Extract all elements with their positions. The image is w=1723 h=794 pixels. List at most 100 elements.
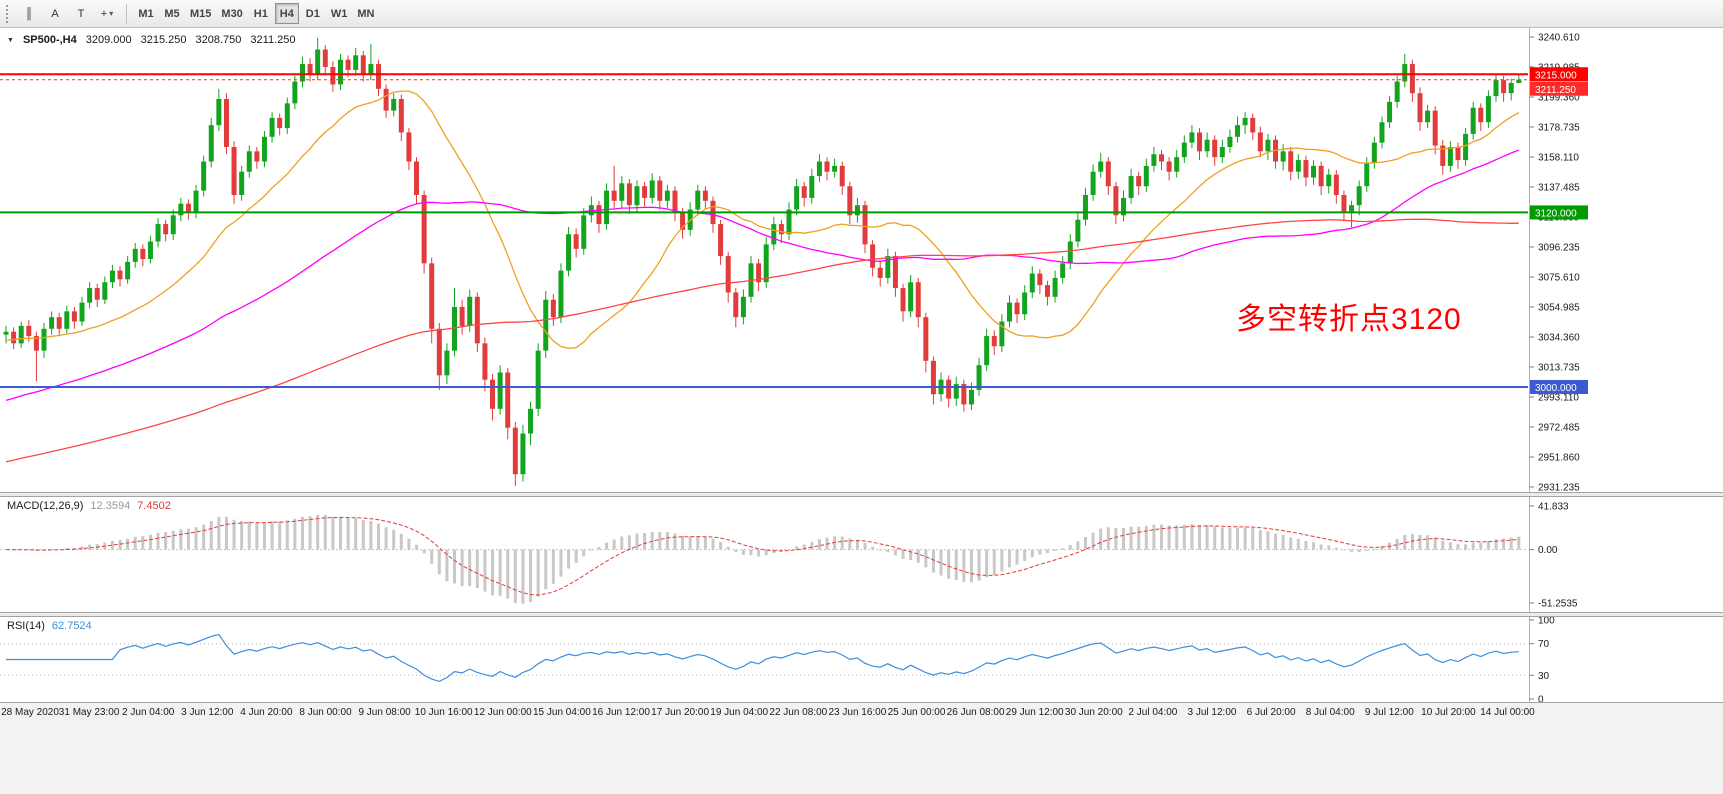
- macd-histogram: [12, 514, 1521, 604]
- time-label: 17 Jun 20:00: [651, 707, 710, 718]
- tool-button-group: ║ A T + ▾: [16, 3, 120, 24]
- timeframe-button-d1[interactable]: D1: [305, 7, 320, 20]
- timeframe-group: M1 M5 M15 M30 H1 H4 D1 W1 MN: [133, 3, 379, 24]
- candles-series: [3, 37, 1522, 486]
- time-label: 9 Jul 12:00: [1364, 707, 1414, 718]
- svg-text:3120.000: 3120.000: [1535, 208, 1577, 219]
- cursor-tool-button[interactable]: A: [51, 7, 59, 20]
- chart-info-line: ▼ SP500-,H4 3209.000 3215.250 3208.750 3…: [7, 34, 296, 46]
- svg-text:3178.735: 3178.735: [1538, 123, 1580, 134]
- ohlc-close: 3211.250: [250, 34, 296, 46]
- time-label: 4 Jun 20:00: [240, 707, 293, 718]
- ma-line-150: [5, 218, 1519, 463]
- macd-axis-labels: 41.833 0.00 -51.2535: [1529, 502, 1578, 610]
- panel-divider[interactable]: [0, 492, 1723, 497]
- time-label: 16 Jun 12:00: [592, 707, 650, 718]
- rsi-panel[interactable]: 100 70 30 0 RSI(14) 62.7524: [0, 617, 1723, 702]
- chart-symbol-label: SP500-,H4: [22, 34, 77, 46]
- rsi-value: 62.7524: [51, 620, 92, 632]
- svg-text:3199.360: 3199.360: [1538, 93, 1580, 104]
- time-label: 15 Jun 04:00: [532, 707, 591, 718]
- svg-text:70: 70: [1538, 639, 1550, 650]
- bid-price-badge: [1530, 81, 1588, 96]
- main-chart-panel[interactable]: 3240.6103219.9853199.3603178.7353158.110…: [0, 28, 1723, 492]
- timeframe-button-w1[interactable]: W1: [330, 7, 348, 20]
- time-label: 14 Jul 00:00: [1480, 707, 1535, 718]
- svg-text:2931.235: 2931.235: [1538, 483, 1580, 493]
- macd-signal-value: 7.4502: [137, 500, 171, 512]
- svg-text:3075.610: 3075.610: [1538, 273, 1580, 284]
- timeframe-button-m30[interactable]: M30: [221, 7, 243, 20]
- time-label: 8 Jun 00:00: [299, 707, 352, 718]
- time-label: 29 Jun 12:00: [1005, 707, 1064, 718]
- rsi-title: RSI(14): [7, 620, 45, 632]
- time-label: 2 Jul 04:00: [1128, 707, 1178, 718]
- time-label: 6 Jul 20:00: [1246, 707, 1296, 718]
- macd-panel[interactable]: 41.833 0.00 -51.2535 MACD(12,26,9) 12.3594 7…: [0, 497, 1723, 612]
- main-chart-svg[interactable]: 3240.6103219.9853199.3603178.7353158.110…: [0, 28, 1723, 492]
- time-label: 10 Jun 16:00: [414, 707, 473, 718]
- toolbar-grip[interactable]: [6, 4, 10, 23]
- rsi-label: RSI(14) 62.7524: [7, 620, 92, 632]
- svg-text:3000.000: 3000.000: [1535, 383, 1577, 394]
- timeframe-button-m1[interactable]: M1: [138, 7, 154, 20]
- svg-text:3034.360: 3034.360: [1538, 333, 1580, 344]
- crosshair-tool-button[interactable]: + ▾: [100, 7, 114, 20]
- timeframe-button-mn[interactable]: MN: [357, 7, 375, 20]
- timeframe-button-m15[interactable]: M15: [190, 7, 212, 20]
- svg-text:2993.110: 2993.110: [1538, 393, 1579, 404]
- macd-title: MACD(12,26,9): [7, 500, 84, 512]
- chart-bars-icon[interactable]: ║: [25, 7, 33, 20]
- time-label: 31 May 23:00: [58, 707, 120, 718]
- macd-svg[interactable]: 41.833 0.00 -51.2535: [0, 497, 1723, 612]
- chart-annotation[interactable]: 多空转折点3120: [1236, 303, 1462, 336]
- svg-text:100: 100: [1538, 617, 1555, 627]
- svg-text:-51.2535: -51.2535: [1538, 599, 1578, 610]
- chevron-down-icon: ▾: [109, 9, 114, 18]
- ohlc-high: 3215.250: [140, 34, 187, 46]
- timeframe-button-h4[interactable]: H4: [274, 3, 299, 24]
- svg-text:2972.485: 2972.485: [1538, 423, 1580, 434]
- toolbar-separator: [126, 3, 127, 24]
- svg-text:30: 30: [1538, 671, 1550, 682]
- time-label: 28 May 2020: [1, 707, 59, 718]
- time-label: 10 Jul 20:00: [1421, 707, 1476, 718]
- svg-text:3054.985: 3054.985: [1538, 303, 1580, 314]
- price-badge-green-line: [1530, 205, 1588, 220]
- svg-text:3096.235: 3096.235: [1538, 243, 1580, 254]
- svg-text:3158.110: 3158.110: [1538, 153, 1579, 164]
- ohlc-open: 3209.000: [85, 34, 132, 46]
- svg-text:3215.000: 3215.000: [1535, 70, 1577, 81]
- timeframe-button-h1[interactable]: H1: [253, 7, 268, 20]
- price-axis-labels: 3240.6103219.9853199.3603178.7353158.110…: [1529, 33, 1580, 493]
- rsi-line: [6, 633, 1519, 683]
- time-label: 8 Jul 04:00: [1305, 707, 1355, 718]
- ma-line-20: [5, 90, 1520, 350]
- time-label: 9 Jun 08:00: [358, 707, 411, 718]
- svg-text:2951.860: 2951.860: [1538, 453, 1580, 464]
- svg-text:3013.735: 3013.735: [1538, 363, 1580, 374]
- text-tool-button[interactable]: T: [77, 7, 85, 20]
- time-axis[interactable]: 28 May 2020 31 May 23:00 2 Jun 04:00 3 Jun …: [0, 702, 1723, 722]
- chart-marker-icon: ▼: [7, 36, 14, 44]
- rsi-axis-labels: 100 70 30 0: [1529, 617, 1555, 702]
- svg-text:41.833: 41.833: [1538, 502, 1569, 513]
- time-label: 3 Jun 12:00: [181, 707, 234, 718]
- time-label: 23 Jun 16:00: [828, 707, 887, 718]
- time-label: 25 Jun 00:00: [887, 707, 946, 718]
- time-label: 2 Jun 04:00: [122, 707, 175, 718]
- timeframe-button-m5[interactable]: M5: [164, 7, 180, 20]
- svg-text:0.00: 0.00: [1538, 545, 1558, 556]
- macd-signal-line: [5, 516, 1519, 596]
- macd-label: MACD(12,26,9) 12.3594 7.4502: [7, 500, 171, 512]
- time-label: 3 Jul 12:00: [1187, 707, 1237, 718]
- price-badge-red-line: [1530, 67, 1588, 82]
- time-label: 30 Jun 20:00: [1064, 707, 1123, 718]
- ma-line-60: [5, 149, 1520, 402]
- rsi-svg[interactable]: 100 70 30 0: [0, 617, 1723, 702]
- macd-main-value: 12.3594: [90, 500, 131, 512]
- svg-text:3211.250: 3211.250: [1535, 85, 1576, 96]
- time-label: 19 Jun 04:00: [710, 707, 769, 718]
- panel-divider[interactable]: [0, 612, 1723, 617]
- svg-text:3240.610: 3240.610: [1538, 33, 1580, 44]
